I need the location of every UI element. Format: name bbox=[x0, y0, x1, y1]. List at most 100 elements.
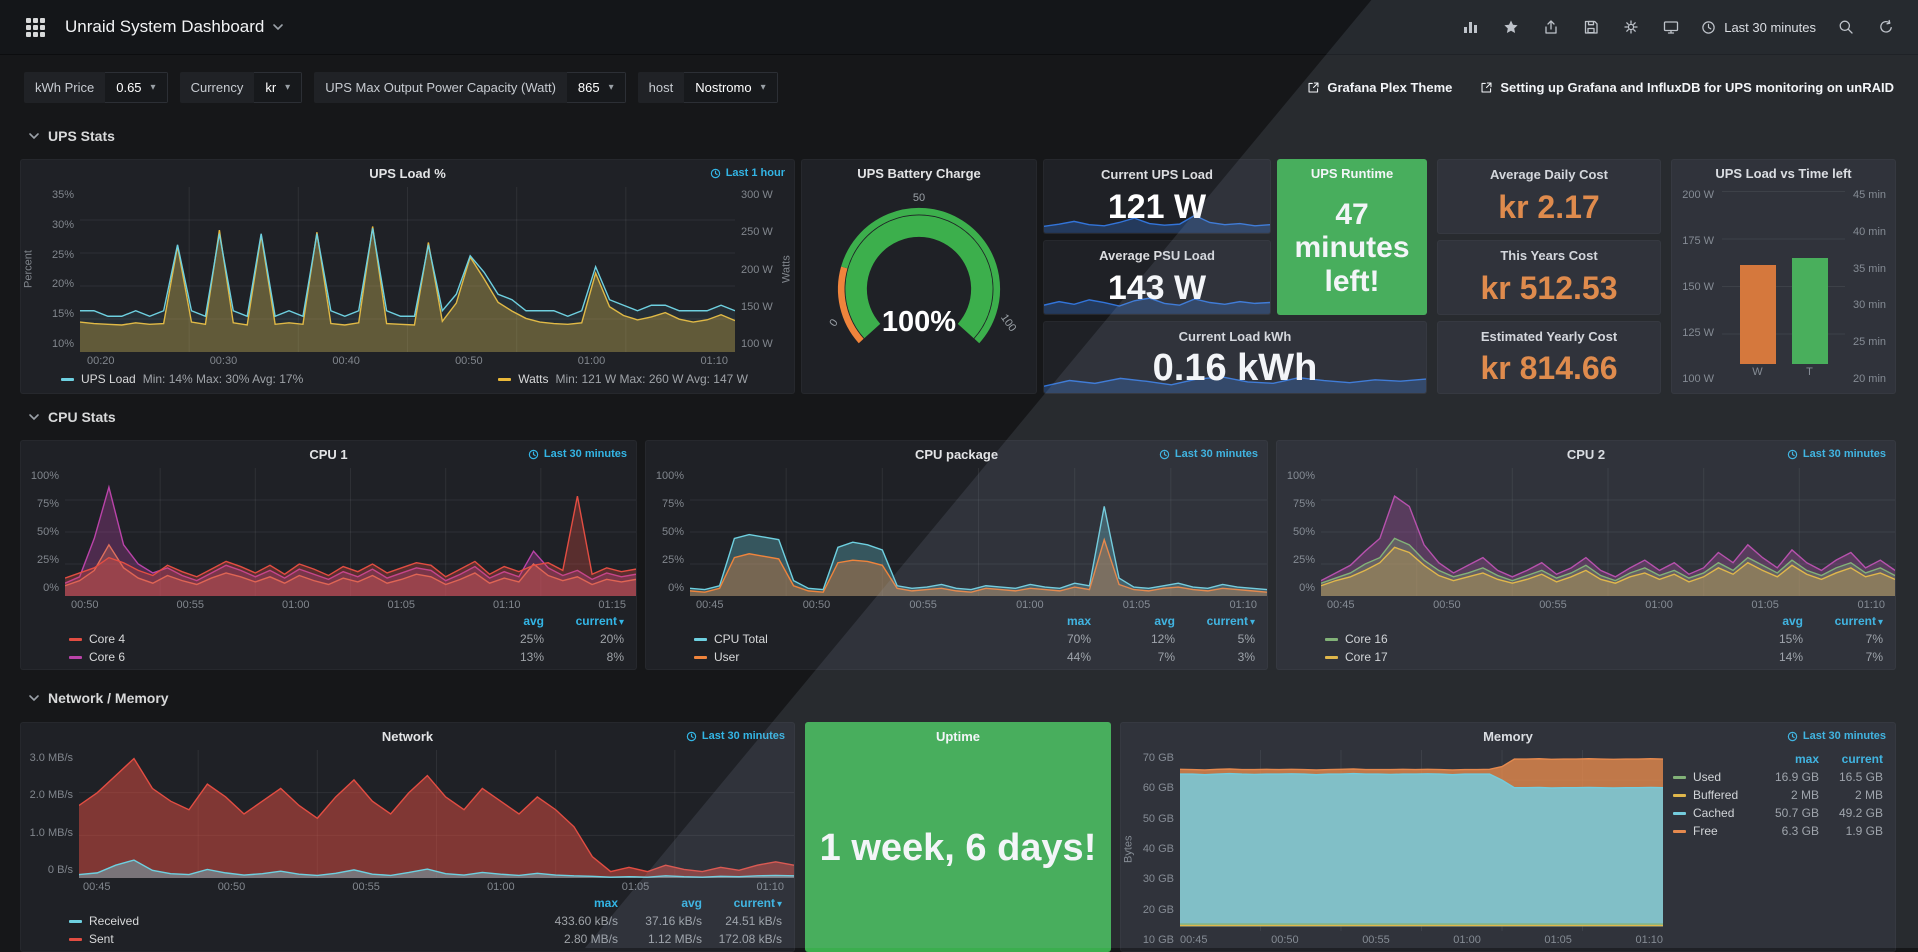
variable-label: Currency bbox=[179, 72, 255, 103]
legend-item[interactable]: Buffered bbox=[1673, 788, 1755, 802]
x-axis: 00:50 00:55 01:00 01:05 01:10 01:15 bbox=[21, 596, 636, 613]
section-cpu-stats[interactable]: CPU Stats bbox=[28, 409, 116, 425]
legend-col-header[interactable]: avg bbox=[1154, 614, 1175, 628]
axis-tick: 01:10 bbox=[1635, 933, 1663, 946]
y-axis-left: 100% 75% 50% 25% 0% bbox=[646, 468, 690, 596]
variable-value-dropdown[interactable]: kr ▾ bbox=[254, 72, 303, 103]
panel-title[interactable]: UPS Load vs Time left bbox=[1715, 166, 1852, 181]
legend-item[interactable]: Core 4 bbox=[69, 632, 474, 646]
variable-value-dropdown[interactable]: 865 ▾ bbox=[566, 72, 626, 103]
variable-value-dropdown[interactable]: Nostromo ▾ bbox=[684, 72, 778, 103]
share-button[interactable] bbox=[1541, 17, 1561, 37]
settings-button[interactable] bbox=[1621, 17, 1641, 37]
section-ups-stats[interactable]: UPS Stats bbox=[28, 128, 115, 144]
axis-tick: 25% bbox=[36, 554, 59, 566]
legend-item[interactable]: Core 16 bbox=[1325, 632, 1733, 646]
link-grafana-plex-theme[interactable]: Grafana Plex Theme bbox=[1307, 80, 1452, 95]
dashboard-title: Unraid System Dashboard bbox=[65, 17, 265, 36]
axis-tick: 01:00 bbox=[577, 354, 606, 367]
axis-tick: 01:10 bbox=[756, 880, 784, 893]
panel-title[interactable]: Uptime bbox=[935, 729, 981, 744]
cpu1-chart[interactable] bbox=[65, 468, 636, 596]
legend-item[interactable]: Used bbox=[1673, 770, 1755, 784]
cycle-view-button[interactable] bbox=[1661, 17, 1681, 37]
series-swatch bbox=[69, 637, 82, 641]
panel-title[interactable]: CPU 1 bbox=[309, 447, 348, 462]
panel-title[interactable]: Memory bbox=[1483, 729, 1533, 744]
save-button[interactable] bbox=[1581, 17, 1601, 37]
legend-item[interactable]: Watts Min: 121 W Max: 260 W Avg: 147 W bbox=[498, 372, 748, 386]
legend-col-header[interactable]: avg bbox=[681, 896, 702, 910]
axis-tick: 01:00 bbox=[487, 880, 515, 893]
panel-memory: Memory Last 30 minutes Bytes 70 GB 60 GB 5… bbox=[1120, 722, 1896, 952]
legend-col-header[interactable]: max bbox=[1066, 614, 1091, 628]
axis-tick: 75% bbox=[36, 498, 59, 510]
network-chart[interactable] bbox=[79, 750, 794, 878]
legend-col-header[interactable]: max bbox=[593, 896, 618, 910]
panel-title[interactable]: UPS Runtime bbox=[1310, 166, 1394, 181]
legend-item[interactable]: Core 6 bbox=[69, 650, 474, 664]
legend-item[interactable]: UPS Load Min: 14% Max: 30% Avg: 17% bbox=[61, 372, 303, 386]
ups-load-chart[interactable] bbox=[80, 187, 735, 352]
link-ups-monitoring-guide[interactable]: Setting up Grafana and InfluxDB for UPS … bbox=[1480, 80, 1894, 95]
axis-tick: 00:55 bbox=[176, 598, 205, 611]
panel-title[interactable]: This Years Cost bbox=[1500, 248, 1598, 263]
legend: avg current ▾ Core 4 25% 20% Core 6 13% 8… bbox=[21, 613, 636, 669]
legend-item[interactable]: Core 17 bbox=[1325, 650, 1733, 664]
memory-chart[interactable] bbox=[1180, 750, 1663, 931]
legend-col-header[interactable]: current ▾ bbox=[575, 614, 624, 628]
legend-col-header[interactable]: current bbox=[1841, 752, 1883, 766]
legend-col-header[interactable]: avg bbox=[523, 614, 544, 628]
panel-title[interactable]: UPS Load % bbox=[369, 166, 446, 181]
axis-tick: 15% bbox=[51, 308, 74, 321]
gear-icon bbox=[1624, 20, 1638, 34]
panel-title[interactable]: Average PSU Load bbox=[1099, 248, 1215, 263]
legend-item[interactable]: Received bbox=[69, 914, 520, 928]
legend-col-header[interactable]: max bbox=[1794, 752, 1819, 766]
panel-title[interactable]: CPU package bbox=[914, 447, 999, 462]
cpu-package-chart[interactable] bbox=[690, 468, 1267, 596]
panel-title[interactable]: Average Daily Cost bbox=[1489, 167, 1608, 182]
legend-col-header[interactable]: current ▾ bbox=[733, 896, 782, 910]
x-axis: 00:45 00:50 00:55 01:00 01:05 01:10 bbox=[21, 878, 794, 895]
time-range-button[interactable]: Last 30 minutes bbox=[1701, 20, 1816, 35]
add-panel-button[interactable] bbox=[1461, 17, 1481, 37]
star-button[interactable] bbox=[1501, 17, 1521, 37]
navbar-actions: Last 30 minutes bbox=[1461, 17, 1896, 37]
legend-item[interactable]: Cached bbox=[1673, 806, 1755, 820]
legend-item[interactable]: Free bbox=[1673, 824, 1755, 838]
panel-ups-runtime: UPS Runtime 47 minutes left! bbox=[1277, 159, 1427, 315]
variable-value-dropdown[interactable]: 0.65 ▾ bbox=[105, 72, 168, 103]
panel-title[interactable]: Estimated Yearly Cost bbox=[1480, 329, 1618, 344]
axis-tick: 01:10 bbox=[492, 598, 521, 611]
grafana-menu-icon[interactable] bbox=[22, 14, 49, 41]
navbar-left: Unraid System Dashboard bbox=[22, 14, 284, 41]
battery-gauge: 0 50 100 100% bbox=[815, 192, 1023, 375]
sort-icon: ▾ bbox=[776, 899, 782, 910]
axis-tick: 2.0 MB/s bbox=[29, 789, 73, 802]
legend-col-header[interactable]: current ▾ bbox=[1834, 614, 1883, 628]
dashboard-title-dropdown[interactable]: Unraid System Dashboard bbox=[65, 17, 284, 37]
series-swatch bbox=[1325, 637, 1338, 641]
axis-tick: 20% bbox=[51, 278, 74, 291]
legend-col-header[interactable]: current ▾ bbox=[1206, 614, 1255, 628]
legend-item[interactable]: CPU Total bbox=[694, 632, 993, 646]
panel-title[interactable]: Current UPS Load bbox=[1101, 167, 1213, 182]
section-network-memory[interactable]: Network / Memory bbox=[28, 690, 169, 706]
panel-ups-battery-charge: UPS Battery Charge 0 50 100 100% bbox=[801, 159, 1037, 394]
refresh-button[interactable] bbox=[1876, 17, 1896, 37]
monitor-icon bbox=[1664, 21, 1679, 34]
axis-tick: 25% bbox=[1292, 554, 1315, 566]
panel-title[interactable]: CPU 2 bbox=[1566, 447, 1606, 462]
cpu2-chart[interactable] bbox=[1321, 468, 1895, 596]
search-button[interactable] bbox=[1836, 17, 1856, 37]
panel-title[interactable]: Network bbox=[381, 729, 434, 744]
legend-item[interactable]: Sent bbox=[69, 932, 520, 946]
legend: max avg current ▾ CPU Total 70% 12% 5% Us… bbox=[646, 613, 1267, 669]
legend-col-header[interactable]: avg bbox=[1782, 614, 1803, 628]
legend-item[interactable]: User bbox=[694, 650, 993, 664]
axis-tick: 50% bbox=[661, 526, 684, 538]
panel-title[interactable]: UPS Battery Charge bbox=[857, 166, 981, 181]
panel-title[interactable]: Current Load kWh bbox=[1178, 329, 1292, 344]
